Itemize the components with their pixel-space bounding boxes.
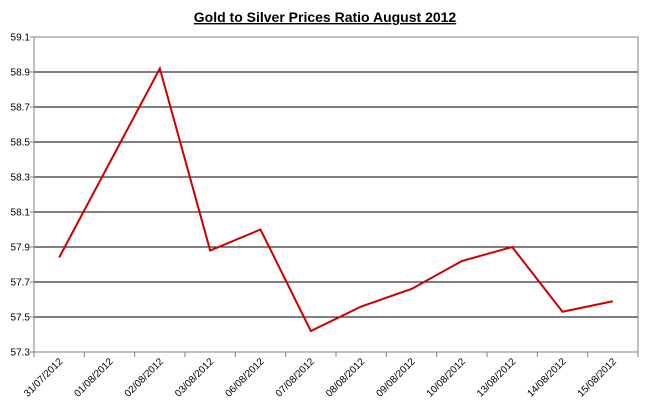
x-tick-label: 10/08/2012 <box>425 356 468 399</box>
grid-lines <box>34 36 638 318</box>
x-tick-label: 07/08/2012 <box>274 356 317 399</box>
y-tick-label: 57.7 <box>11 278 31 289</box>
y-tick-labels: 57.3 57.5 57.7 57.9 58.1 58.3 58.5 58.7 58.9 59.1 <box>11 33 31 359</box>
x-tick-label: 01/08/2012 <box>72 356 115 399</box>
y-tick-label: 58.3 <box>11 173 31 184</box>
y-tick-label: 58.5 <box>11 138 31 149</box>
y-tick-label: 57.3 <box>11 348 31 359</box>
chart-title: Gold to Silver Prices Ratio August 2012 <box>194 9 457 25</box>
axes <box>30 36 639 357</box>
x-tick-label: 02/08/2012 <box>123 356 166 399</box>
y-tick-label: 57.9 <box>11 243 31 254</box>
x-tick-label: 06/08/2012 <box>223 356 266 399</box>
y-tick-label: 58.9 <box>11 68 31 79</box>
x-tick-label: 09/08/2012 <box>374 356 417 399</box>
x-tick-label: 13/08/2012 <box>475 356 518 399</box>
y-tick-label: 57.5 <box>11 313 31 324</box>
x-tick-label: 03/08/2012 <box>173 356 216 399</box>
y-tick-label: 58.7 <box>11 103 31 114</box>
x-tick-label: 31/07/2012 <box>22 356 65 399</box>
x-tick-labels: 31/07/2012 01/08/2012 02/08/2012 03/08/2012… <box>22 356 619 399</box>
x-tick-label: 15/08/2012 <box>576 356 619 399</box>
y-tick-label: 59.1 <box>11 33 31 44</box>
plot-frame <box>33 36 639 353</box>
x-tick-label: 14/08/2012 <box>525 356 568 399</box>
x-tick-label: 08/08/2012 <box>324 356 367 399</box>
y-tick-label: 58.1 <box>11 208 31 219</box>
ratio-series-line <box>58 65 614 333</box>
